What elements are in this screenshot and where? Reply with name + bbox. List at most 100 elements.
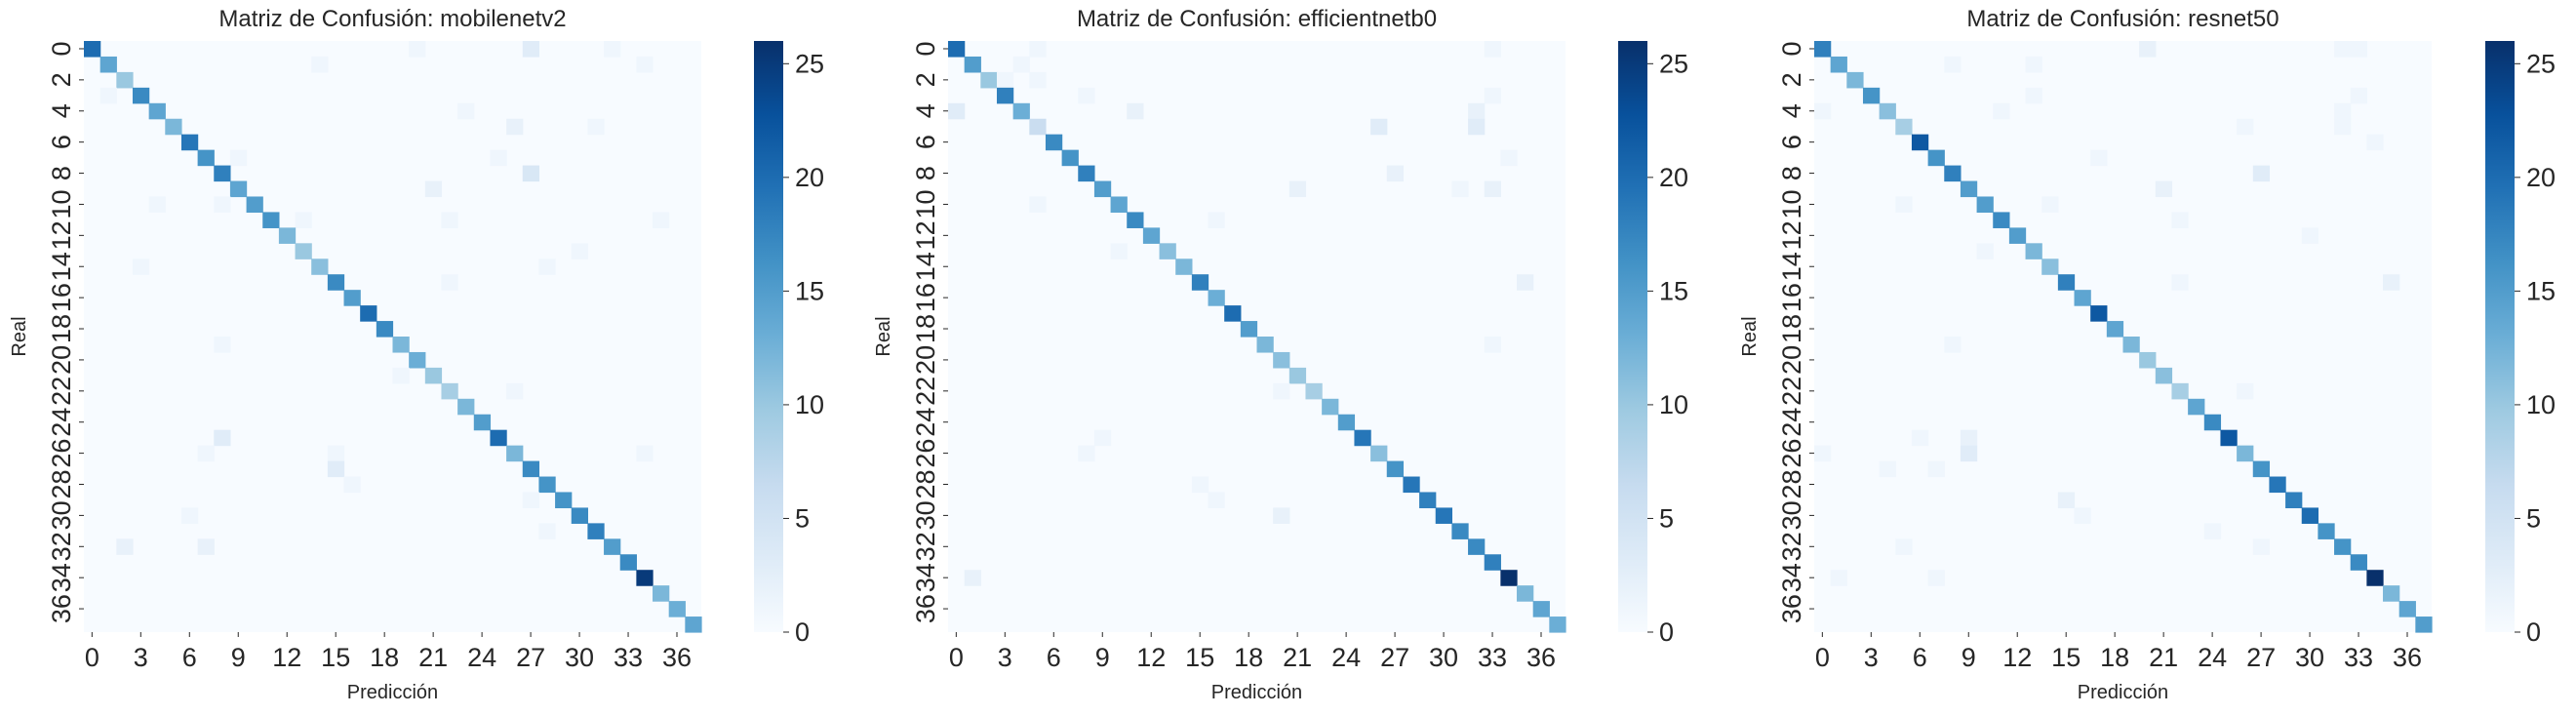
heatmap-cell [1159,243,1176,259]
heatmap-cell [2383,585,2400,602]
x-tick-label: 33 [614,643,643,672]
heatmap-cell [392,367,410,384]
heatmap-cell [197,445,215,462]
heatmap-cell [571,507,588,524]
colorbar [754,41,783,632]
heatmap-cell [2366,134,2384,151]
heatmap-cell [1093,429,1112,447]
x-tick-label: 21 [2149,643,2178,672]
chart-title: Matriz de Confusión: mobilenetv2 [218,6,566,32]
y-tick-label: 2 [47,72,76,87]
heatmap-cell [116,538,134,555]
x-tick-label: 30 [1429,643,1458,672]
chart-title: Matriz de Confusión: efficientnetb0 [1077,6,1437,32]
heatmap-cell [214,196,231,214]
y-tick-label: 32 [47,532,76,561]
heatmap-cell [180,507,199,524]
colorbar [1618,41,1647,632]
y-tick-label: 0 [1777,41,1806,56]
colorbar-tick-label: 20 [2526,163,2556,192]
colorbar-tick-label: 10 [795,390,824,419]
x-tick-label: 30 [565,643,594,672]
heatmap-cell [2252,165,2271,182]
x-tick-label: 33 [2344,643,2373,672]
heatmap-cell [278,227,297,244]
heatmap-cell [441,212,458,228]
heatmap-cell [1305,382,1323,400]
heatmap-cell [1532,601,1550,617]
heatmap-cell [2350,87,2367,104]
heatmap-cell [1484,337,1501,353]
y-tick-label: 32 [911,532,940,561]
heatmap-cell [132,87,150,104]
heatmap-cell [1960,180,1978,198]
heatmap-cell [1879,460,1896,478]
y-tick-label: 16 [1777,283,1806,312]
heatmap-cell [1814,102,1832,120]
heatmap-cell [948,102,966,120]
heatmap-cell [2025,87,2042,104]
x-tick-label: 0 [85,643,99,672]
heatmap-cell [295,212,312,228]
heatmap-cell [2090,305,2108,322]
heatmap-cell [1078,445,1095,462]
heatmap-cell [1208,290,1225,306]
heatmap-cell [2171,274,2189,291]
y-tick-label: 20 [47,345,76,375]
heatmap-cell [1960,429,1978,447]
heatmap-cell [1208,492,1225,509]
heatmap-cell [1927,570,1945,586]
colorbar-tick-label: 10 [1659,390,1688,419]
heatmap-cell [197,538,215,555]
heatmap-cell [980,71,998,89]
heatmap-cell [2415,617,2433,633]
x-tick-label: 18 [2100,643,2129,672]
heatmap-cell [996,87,1014,104]
heatmap-cell [653,585,670,602]
heatmap-cell [2203,523,2222,539]
heatmap-cell [1191,274,1209,291]
heatmap-cell [311,259,329,275]
y-tick-label: 20 [911,345,940,375]
heatmap-cell [327,445,345,462]
heatmap-cell [116,71,134,89]
heatmap-cell [2237,118,2254,136]
heatmap-cell [522,165,540,182]
heatmap-cell [2074,290,2091,306]
x-tick-label: 3 [998,643,1012,672]
heatmap-cell [214,429,231,447]
y-tick-label: 30 [1777,500,1806,530]
heatmap-cell [2334,118,2352,136]
heatmap-cell [2188,398,2205,416]
heatmap-cell [1029,41,1047,58]
heatmap-cell [522,460,540,478]
heatmap-cell [1944,337,1962,353]
heatmap-cell [2171,382,2189,400]
y-axis-label: Real [873,316,894,356]
colorbar-tick-label: 15 [1659,276,1688,305]
heatmap-cell [1273,507,1290,524]
heatmap-cell [506,445,524,462]
y-tick-label: 6 [911,135,940,149]
heatmap-cell [619,554,637,571]
heatmap-cell [1142,227,1161,244]
colorbar [2485,41,2515,632]
heatmap-cell [1484,180,1501,198]
y-tick-label: 18 [47,314,76,343]
x-tick-label: 21 [418,643,448,672]
heatmap-cell [1549,617,1566,633]
heatmap-cell [1029,196,1047,214]
heatmap-cell [1993,212,2010,228]
heatmap-cell [1354,429,1371,447]
y-tick-label: 2 [1777,72,1806,87]
heatmap-cell [457,398,475,416]
heatmap-cell [424,367,443,384]
heatmap-cell [229,149,248,167]
y-tick-label: 34 [911,563,940,592]
y-tick-label: 30 [911,500,940,530]
heatmap-cell [246,196,263,214]
x-tick-label: 18 [1234,643,1263,672]
heatmap-cell [996,71,1014,89]
